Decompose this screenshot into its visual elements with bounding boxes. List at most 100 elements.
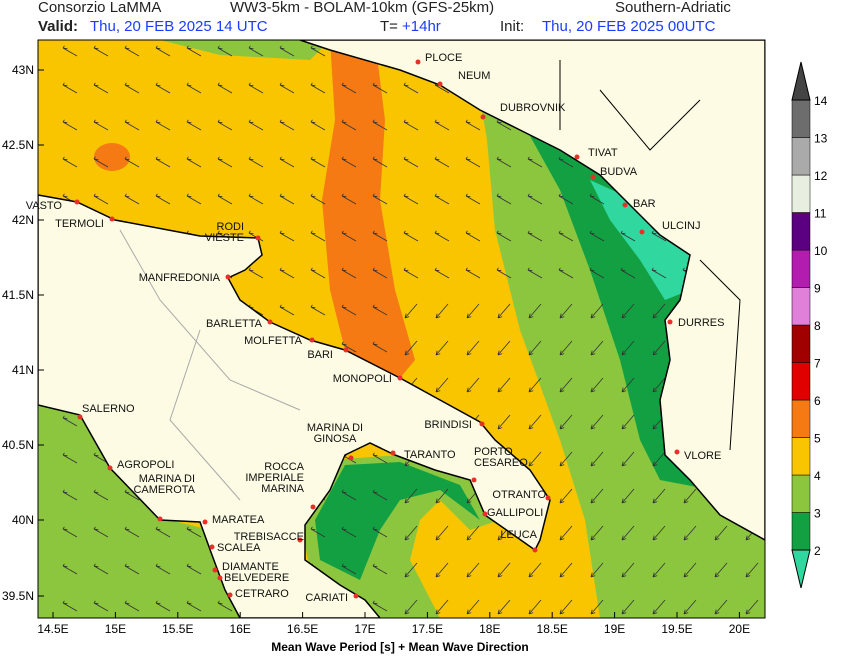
direction-arrow bbox=[62, 156, 78, 168]
city-marker bbox=[590, 174, 596, 180]
direction-arrow bbox=[186, 193, 202, 205]
colorbar-segment bbox=[791, 287, 811, 326]
direction-arrow bbox=[93, 489, 109, 501]
city-label: TERMOLI bbox=[55, 218, 104, 230]
direction-arrow bbox=[496, 230, 512, 242]
lon-label: 17.5E bbox=[412, 622, 443, 636]
city-label: AGROPOLI bbox=[117, 459, 174, 471]
colorbar-tick-label: 10 bbox=[814, 244, 828, 258]
direction-arrow bbox=[279, 82, 295, 94]
direction-arrow bbox=[404, 303, 418, 319]
colorbar-tick-label: 4 bbox=[814, 469, 821, 483]
direction-arrow bbox=[279, 156, 295, 168]
direction-arrow bbox=[434, 193, 450, 205]
direction-arrow bbox=[590, 377, 604, 393]
direction-arrow bbox=[589, 267, 605, 279]
direction-arrow bbox=[497, 303, 511, 319]
city-label: BUDVA bbox=[600, 166, 638, 178]
direction-arrow bbox=[652, 451, 666, 467]
lat-label: 40N bbox=[12, 513, 34, 527]
direction-arrow bbox=[372, 563, 388, 575]
direction-arrow bbox=[403, 82, 419, 94]
city-marker bbox=[107, 465, 113, 471]
direction-arrow bbox=[745, 562, 759, 578]
direction-arrow bbox=[621, 340, 635, 356]
city-label: DIAMANTE bbox=[222, 561, 279, 573]
direction-arrow bbox=[559, 377, 573, 393]
city-marker bbox=[397, 375, 403, 381]
direction-arrow bbox=[497, 340, 511, 356]
direction-arrow bbox=[310, 119, 326, 131]
direction-arrow bbox=[124, 156, 140, 168]
direction-arrow bbox=[62, 119, 78, 131]
city-label: BARLETTA bbox=[206, 318, 263, 330]
direction-arrow bbox=[590, 414, 604, 430]
direction-arrow bbox=[404, 340, 418, 356]
city-label: TARANTO bbox=[404, 449, 456, 461]
direction-arrow bbox=[372, 304, 388, 316]
city-label: NEUM bbox=[458, 70, 490, 82]
direction-arrow bbox=[620, 267, 636, 279]
direction-arrow bbox=[528, 414, 542, 430]
map-frame bbox=[37, 39, 766, 619]
lat-label: 42.5N bbox=[2, 138, 34, 152]
city-label: BELVEDERE bbox=[224, 572, 289, 584]
direction-arrow bbox=[589, 193, 605, 205]
init: Thu, 20 FEB 2025 00UTC bbox=[542, 18, 716, 35]
direction-arrow bbox=[434, 267, 450, 279]
direction-arrow bbox=[217, 45, 233, 57]
direction-arrow bbox=[217, 156, 233, 168]
city-marker bbox=[77, 414, 83, 420]
direction-arrow bbox=[404, 562, 418, 578]
direction-arrow bbox=[124, 193, 140, 205]
direction-arrow bbox=[527, 156, 543, 168]
direction-arrow bbox=[372, 489, 388, 501]
city-marker bbox=[545, 495, 551, 501]
city-label: TIVAT bbox=[588, 147, 618, 159]
direction-arrow bbox=[404, 525, 418, 541]
direction-arrow bbox=[248, 267, 264, 279]
direction-arrow bbox=[155, 156, 171, 168]
colorbar-tick-label: 7 bbox=[814, 357, 821, 371]
city-label: BAR bbox=[633, 198, 656, 210]
city-marker bbox=[353, 593, 359, 599]
direction-arrow bbox=[434, 156, 450, 168]
lon-label: 18.5E bbox=[537, 622, 568, 636]
city-marker bbox=[225, 274, 231, 280]
direction-arrow bbox=[62, 489, 78, 501]
direction-arrow bbox=[714, 562, 728, 578]
colorbar-segment bbox=[791, 324, 811, 363]
direction-arrow bbox=[652, 599, 666, 615]
lon-label: 17E bbox=[354, 622, 375, 636]
city-marker bbox=[74, 199, 80, 205]
city-label: SCALEA bbox=[217, 542, 261, 554]
direction-arrow bbox=[372, 193, 388, 205]
direction-arrow bbox=[559, 562, 573, 578]
direction-arrow bbox=[651, 230, 667, 242]
direction-arrow bbox=[248, 45, 264, 57]
direction-arrow bbox=[559, 599, 573, 615]
city-marker bbox=[622, 202, 628, 208]
direction-arrow bbox=[590, 488, 604, 504]
map bbox=[38, 40, 765, 618]
lat-label: 41.5N bbox=[2, 288, 34, 302]
direction-arrow bbox=[341, 156, 357, 168]
direction-arrow bbox=[62, 82, 78, 94]
direction-arrow bbox=[435, 377, 449, 393]
direction-arrow bbox=[590, 525, 604, 541]
direction-arrow bbox=[186, 82, 202, 94]
direction-arrow bbox=[403, 193, 419, 205]
direction-arrow bbox=[186, 563, 202, 575]
city-label: GINOSA bbox=[314, 433, 357, 445]
city-label: VLORE bbox=[684, 450, 721, 462]
direction-arrow bbox=[155, 119, 171, 131]
direction-arrow bbox=[217, 82, 233, 94]
direction-arrow bbox=[403, 230, 419, 242]
city-label: MARINA DI bbox=[307, 422, 363, 434]
direction-arrow bbox=[621, 303, 635, 319]
colorbar-over bbox=[791, 61, 811, 101]
direction-arrow bbox=[590, 340, 604, 356]
colorbar-segment bbox=[791, 137, 811, 176]
direction-arrow bbox=[93, 193, 109, 205]
direction-arrow bbox=[372, 156, 388, 168]
